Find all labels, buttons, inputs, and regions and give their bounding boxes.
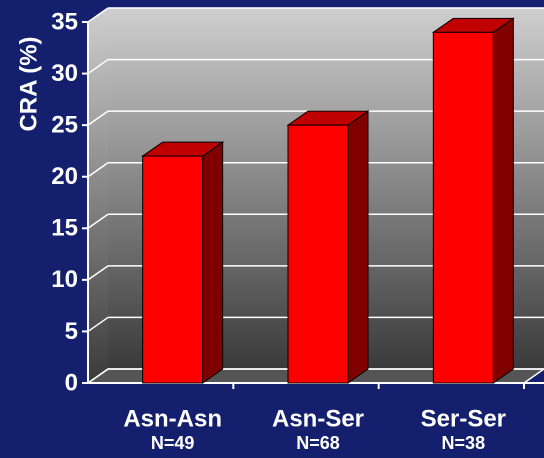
y-tick-label: 30 <box>51 60 78 87</box>
y-tick-label: 25 <box>51 111 78 138</box>
grid-line-side <box>87 265 109 281</box>
side-wall <box>88 8 108 383</box>
x-tick-label: Asn-Asn <box>123 405 222 432</box>
y-axis-label: CRA (%) <box>15 36 42 131</box>
y-tick-label: 10 <box>51 266 78 293</box>
x-sublabel: N=38 <box>442 433 486 453</box>
bar-side <box>347 110 369 384</box>
bar <box>432 31 494 384</box>
grid-line-side <box>87 7 109 23</box>
x-tick-label: Ser-Ser <box>421 405 506 432</box>
grid-line-side <box>87 110 109 126</box>
bar <box>287 124 349 384</box>
bar-side <box>202 141 224 384</box>
y-tick-label: 0 <box>65 369 78 396</box>
y-tick-label: 20 <box>51 163 78 190</box>
grid-line-side <box>87 213 109 229</box>
grid-line-side <box>87 162 109 178</box>
y-tick-label: 5 <box>65 318 78 345</box>
x-sublabel: N=49 <box>151 433 195 453</box>
grid-line-side <box>87 368 109 384</box>
x-sublabel: N=68 <box>296 433 340 453</box>
grid-line-side <box>87 58 109 75</box>
bar-side <box>492 17 514 384</box>
y-tick-label: 35 <box>51 8 78 35</box>
bar <box>142 155 204 384</box>
x-tick-label: Asn-Ser <box>272 405 364 432</box>
y-tick-label: 15 <box>51 215 78 242</box>
grid-line-side <box>87 316 109 333</box>
